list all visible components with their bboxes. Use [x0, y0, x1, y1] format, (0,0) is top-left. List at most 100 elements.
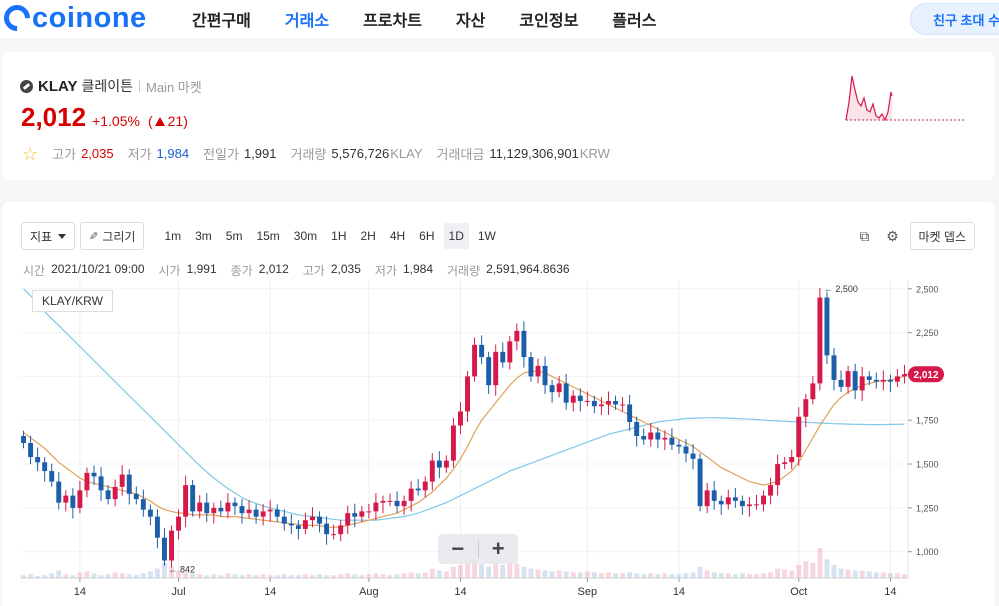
nav-assets[interactable]: 자산	[455, 13, 486, 30]
volume-bar	[768, 572, 774, 578]
candle-body	[42, 462, 48, 472]
volume-bar	[655, 574, 661, 578]
candle-body	[324, 523, 330, 535]
interval-3m[interactable]: 3m	[195, 229, 212, 243]
volume-bar	[176, 570, 182, 578]
volume-bar	[183, 572, 189, 578]
volume-bar	[887, 573, 893, 578]
favorite-star-icon[interactable]: ☆	[22, 143, 39, 164]
zoom-out-button[interactable]: −	[451, 536, 465, 561]
volume-bar	[119, 573, 125, 578]
volume-bar	[197, 574, 203, 578]
nav-simple-buy[interactable]: 간편구매	[192, 13, 251, 30]
volume-bar	[732, 574, 738, 578]
candle-body	[246, 509, 252, 514]
candle-body	[810, 383, 816, 400]
logo-text: coinone	[32, 2, 147, 34]
volume-bar	[570, 572, 576, 578]
coin-market: Main 마켓	[146, 79, 202, 95]
interval-1w[interactable]: 1W	[477, 229, 496, 243]
volume-bar	[662, 573, 668, 578]
open-label: 시가	[158, 264, 181, 278]
volume-bar	[253, 575, 259, 578]
stats-row: ☆ 고가 2,035 저가 1,984 전일가 1,991 거래량 5,576,…	[22, 144, 624, 163]
coin-title: KLAY 클레이튼 Main 마켓	[20, 76, 202, 96]
volume-bar	[817, 548, 823, 578]
volume-bar	[84, 571, 90, 578]
volume-info-label: 거래량	[447, 264, 481, 278]
mini-chart-fill	[846, 76, 892, 120]
volume-bar	[147, 571, 153, 578]
interval-6h[interactable]: 6H	[419, 229, 435, 243]
invite-friends-button[interactable]: 친구 초대 수	[910, 3, 999, 35]
candle-body	[366, 511, 372, 513]
candle-body	[218, 507, 224, 512]
volume-bar	[105, 574, 111, 578]
nav-pro-chart[interactable]: 프로차트	[363, 13, 422, 30]
volume-bar	[824, 559, 830, 578]
logo-mark-icon	[0, 0, 36, 37]
candle-body	[514, 330, 520, 342]
candle-body	[204, 502, 210, 514]
volume-bar	[302, 574, 308, 578]
volume-bar	[408, 572, 414, 578]
draw-button[interactable]: ✎ 그리기	[80, 222, 145, 250]
low-label: 저가	[127, 147, 152, 162]
popout-icon[interactable]: ⧉	[859, 227, 870, 244]
volume-bar	[514, 563, 520, 578]
candle-body	[84, 472, 90, 491]
y-tick-label: 2,500	[916, 284, 939, 294]
up-triangle-icon	[154, 117, 165, 126]
candle-body	[507, 341, 513, 363]
candle-body	[359, 511, 365, 517]
volume-bar	[754, 574, 759, 578]
volume-bar	[789, 570, 795, 578]
volume-bar	[246, 574, 252, 578]
candle-body	[56, 481, 62, 503]
candle-body	[655, 432, 661, 440]
interval-1h[interactable]: 1H	[331, 229, 347, 243]
volume-bar	[521, 566, 527, 578]
volume-bar	[126, 574, 132, 578]
volume-bar	[465, 561, 470, 578]
ticker-summary: KLAY 클레이튼 Main 마켓 2,012 +1.05% (21) ☆ 고가…	[2, 52, 994, 180]
nav-exchange[interactable]: 거래소	[284, 13, 330, 30]
zoom-in-button[interactable]: +	[491, 536, 505, 561]
candle-body	[796, 416, 802, 458]
indicator-dropdown[interactable]: 지표	[21, 222, 76, 250]
interval-30m[interactable]: 30m	[293, 229, 318, 243]
candle-body	[49, 471, 55, 482]
coin-name: 클레이튼	[81, 78, 133, 94]
interval-2h[interactable]: 2H	[360, 229, 376, 243]
coinone-logo[interactable]: coinone	[0, 0, 147, 37]
nav-plus[interactable]: 플러스	[612, 13, 657, 30]
interval-15m[interactable]: 15m	[256, 229, 280, 243]
interval-4h[interactable]: 4H	[389, 229, 406, 243]
candle-body	[70, 495, 76, 508]
nav-coin-info[interactable]: 코인정보	[519, 13, 579, 30]
candle-body	[563, 383, 569, 403]
candle-body	[169, 530, 174, 561]
candlestick-chart[interactable]: 2,5002,2502,0001,7501,5001,2501,00014Jul…	[2, 280, 994, 606]
price-row: 2,012 +1.05% (21)	[21, 102, 188, 133]
volume-bar	[669, 574, 675, 578]
volume-bar	[436, 570, 442, 578]
volume-bar	[690, 572, 696, 578]
interval-5m[interactable]: 5m	[225, 229, 243, 243]
divider	[139, 80, 140, 92]
candle-body	[479, 344, 485, 358]
volume-bar	[366, 574, 372, 578]
high-info-label: 고가	[302, 264, 325, 278]
mini-price-chart	[845, 75, 964, 122]
market-depth-button[interactable]: 마켓 뎁스	[909, 222, 975, 250]
volume-bar	[761, 573, 766, 578]
candle-body	[98, 476, 104, 491]
interval-1m[interactable]: 1m	[164, 229, 182, 243]
candle-body	[817, 297, 823, 384]
high-info-value: 2,035	[330, 262, 361, 276]
interval-1d[interactable]: 1D	[443, 223, 469, 249]
volume-bar	[584, 571, 590, 578]
candle-body	[380, 500, 386, 503]
volume-bar	[190, 573, 196, 578]
settings-gear-icon[interactable]: ⚙	[886, 227, 899, 244]
